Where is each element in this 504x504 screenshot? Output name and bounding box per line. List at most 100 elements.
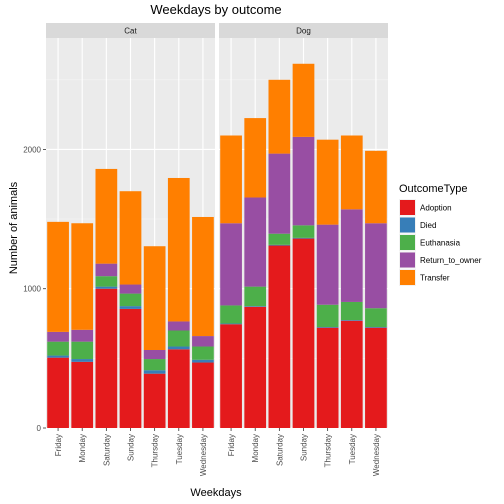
bar-segment-dog-thursday-adoption xyxy=(316,327,339,428)
bar-segment-dog-monday-return-to-owner xyxy=(244,197,267,287)
facet-strip xyxy=(219,23,388,38)
bar-segment-cat-tuesday-adoption xyxy=(167,349,190,428)
bar-segment-cat-thursday-transfer xyxy=(143,246,166,350)
bar-segment-cat-friday-transfer xyxy=(47,221,69,332)
facet-panels: Cat Friday Monday Saturday Sunday Thursday Tue… xyxy=(23,23,388,476)
bar-segment-dog-monday-died xyxy=(244,306,267,307)
bar-segment-cat-wednesday-adoption xyxy=(192,362,214,428)
bar-segment-dog-thursday-return-to-owner xyxy=(316,224,339,305)
bar-segment-cat-thursday-died xyxy=(143,370,166,374)
y-axis-title: Number of animals xyxy=(8,181,20,274)
x-tick-label: Saturday xyxy=(275,434,284,466)
legend-label: Euthanasia xyxy=(420,239,461,248)
bar-segment-cat-friday-adoption xyxy=(47,357,69,428)
bar-segment-cat-monday-return-to-owner xyxy=(71,329,94,342)
legend: OutcomeType Adoption Died Euthanasia Return_… xyxy=(399,183,482,286)
bar-segment-cat-wednesday-transfer xyxy=(192,216,214,337)
facet-strip-label: Dog xyxy=(296,27,311,36)
bar-segment-cat-friday-died xyxy=(47,355,69,358)
bar-segment-dog-friday-euthanasia xyxy=(220,305,242,324)
bar-segment-cat-sunday-adoption xyxy=(119,308,142,428)
bar-segment-dog-thursday-died xyxy=(316,327,339,328)
bar-segment-cat-monday-died xyxy=(71,359,94,362)
bar-segment-cat-tuesday-return-to-owner xyxy=(167,321,190,331)
facet-panel-dog: Dog Friday Monday Saturday Sunday Thursday Tue… xyxy=(219,23,388,476)
bar-segment-dog-sunday-died xyxy=(292,237,315,239)
bar-segment-dog-tuesday-adoption xyxy=(340,320,363,428)
facet-strip-label: Cat xyxy=(124,27,137,36)
bar-segment-cat-sunday-transfer xyxy=(119,191,142,285)
legend-swatch-return-to-owner xyxy=(400,252,415,268)
bar-segment-dog-wednesday-died xyxy=(365,327,387,328)
bar-segment-dog-wednesday-adoption xyxy=(365,327,387,428)
x-tick-label: Tuesday xyxy=(175,434,184,464)
bar-segment-cat-wednesday-died xyxy=(192,359,214,363)
bar-segment-cat-monday-adoption xyxy=(71,361,94,428)
x-tick-label: Thursday xyxy=(151,434,160,467)
bar-segment-cat-wednesday-return-to-owner xyxy=(192,336,214,347)
facet-strip xyxy=(46,23,215,38)
x-tick-label: Thursday xyxy=(324,434,333,467)
x-tick-label: Saturday xyxy=(102,434,111,466)
bar-segment-dog-wednesday-return-to-owner xyxy=(365,223,387,309)
bar-segment-dog-friday-return-to-owner xyxy=(220,223,242,306)
bar-segment-dog-saturday-euthanasia xyxy=(268,233,291,245)
legend-title: OutcomeType xyxy=(399,183,467,195)
bar-segment-dog-saturday-return-to-owner xyxy=(268,153,291,234)
legend-label: Return_to_owner xyxy=(420,256,482,265)
legend-swatch-euthanasia xyxy=(400,235,415,250)
bar-segment-cat-thursday-adoption xyxy=(143,373,166,428)
legend-swatch-died xyxy=(400,217,415,233)
x-tick-label: Sunday xyxy=(127,434,136,461)
bar-segment-dog-tuesday-transfer xyxy=(340,135,363,210)
bar-segment-dog-tuesday-return-to-owner xyxy=(340,209,363,302)
bar-segment-cat-tuesday-died xyxy=(167,346,190,350)
bar-segment-dog-sunday-transfer xyxy=(292,63,315,137)
x-tick-label: Monday xyxy=(78,434,87,462)
bar-segment-dog-sunday-euthanasia xyxy=(292,225,315,238)
bar-segment-dog-sunday-return-to-owner xyxy=(292,136,315,226)
bar-segment-cat-saturday-died xyxy=(95,286,118,289)
bar-segment-cat-sunday-euthanasia xyxy=(119,293,142,307)
facet-panel-cat: Cat Friday Monday Saturday Sunday Thursday Tue… xyxy=(23,23,215,476)
bar-segment-dog-monday-transfer xyxy=(244,118,267,198)
bar-segment-cat-sunday-return-to-owner xyxy=(119,284,142,294)
x-tick-label: Wednesday xyxy=(199,434,208,476)
bar-segment-cat-thursday-return-to-owner xyxy=(143,350,166,360)
bar-segment-dog-monday-adoption xyxy=(244,306,267,428)
bar-segment-dog-sunday-adoption xyxy=(292,238,315,428)
x-tick-label: Monday xyxy=(251,434,260,462)
bar-segment-dog-wednesday-transfer xyxy=(365,150,387,224)
y-tick-label: 2000 xyxy=(23,145,41,154)
legend-label: Died xyxy=(420,221,436,230)
chart-title: Weekdays by outcome xyxy=(150,2,281,17)
bar-segment-cat-saturday-transfer xyxy=(95,168,118,264)
bar-segment-dog-tuesday-died xyxy=(340,320,363,321)
bar-segment-dog-friday-adoption xyxy=(220,324,242,428)
bar-segment-cat-saturday-return-to-owner xyxy=(95,263,118,277)
bar-segment-cat-friday-euthanasia xyxy=(47,341,69,356)
bar-segment-cat-sunday-died xyxy=(119,306,142,309)
bar-segment-cat-monday-euthanasia xyxy=(71,341,94,360)
bar-segment-dog-tuesday-euthanasia xyxy=(340,301,363,321)
x-tick-label: Wednesday xyxy=(372,434,381,476)
legend-label: Adoption xyxy=(420,204,452,213)
legend-swatch-transfer xyxy=(400,270,415,285)
bar-segment-cat-saturday-euthanasia xyxy=(95,276,118,287)
x-axis-title: Weekdays xyxy=(190,487,242,499)
bar-segment-dog-saturday-died xyxy=(268,244,291,246)
bar-segment-dog-saturday-transfer xyxy=(268,79,291,154)
bar-segment-cat-wednesday-euthanasia xyxy=(192,346,214,360)
bar-segment-cat-saturday-adoption xyxy=(95,288,118,428)
x-tick-label: Friday xyxy=(227,434,236,456)
bar-segment-dog-wednesday-euthanasia xyxy=(365,308,387,328)
legend-swatch-adoption xyxy=(400,200,415,215)
bar-segment-cat-tuesday-transfer xyxy=(167,177,190,322)
bar-segment-cat-monday-transfer xyxy=(71,223,94,330)
bar-segment-dog-friday-transfer xyxy=(220,135,242,224)
bar-segment-cat-tuesday-euthanasia xyxy=(167,330,190,347)
x-tick-label: Friday xyxy=(54,434,63,456)
bar-segment-dog-thursday-transfer xyxy=(316,139,339,225)
x-tick-label: Tuesday xyxy=(348,434,357,464)
